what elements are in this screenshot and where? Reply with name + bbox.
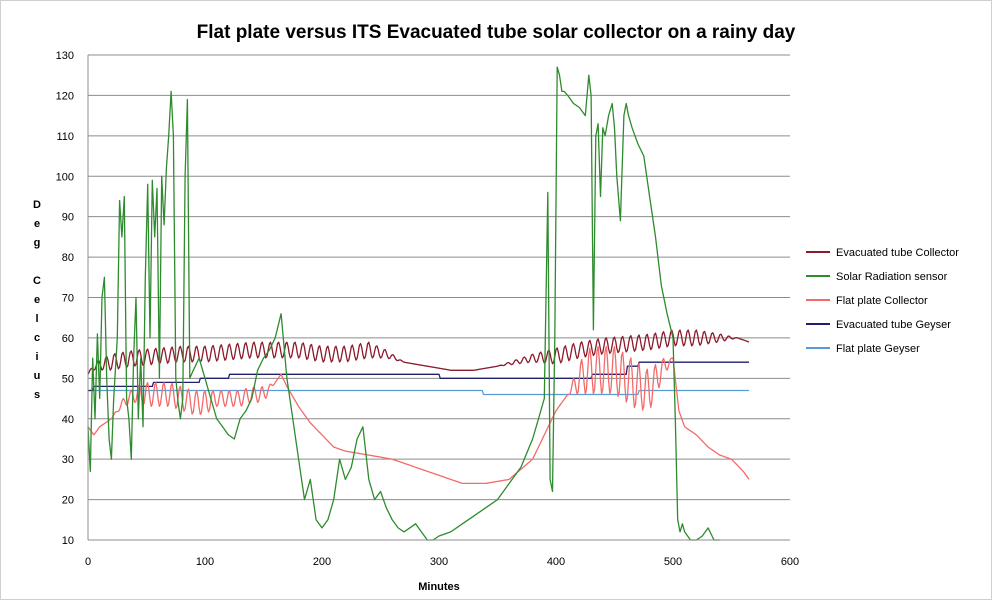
series-line-solar-radiation-sensor [87, 66, 720, 541]
series-line-flat-plate-geyser [88, 389, 749, 396]
x-tick-label: 200 [313, 556, 331, 568]
y-tick-label: 10 [62, 535, 74, 547]
legend: Evacuated tube Collector Solar Radiation … [806, 247, 959, 355]
legend-label: Evacuated tube Collector [836, 247, 959, 259]
y-axis-label-char: l [35, 313, 38, 325]
y-tick-label: 80 [62, 252, 74, 264]
series-line-flat-plate-collector [87, 345, 750, 485]
series-lines [87, 66, 750, 541]
y-tick-label: 40 [62, 414, 74, 426]
y-tick-label: 130 [56, 50, 74, 62]
y-tick-label: 100 [56, 171, 74, 183]
y-tick-label: 30 [62, 454, 74, 466]
y-tick-labels: 10 20 30 40 50 60 70 80 90 100 110 120 130 [56, 50, 74, 547]
y-tick-label: 90 [62, 212, 74, 224]
axes [87, 55, 790, 541]
y-axis-label-char: e [34, 218, 40, 230]
y-axis-label-char: e [34, 294, 40, 306]
legend-label: Solar Radiation sensor [836, 271, 948, 283]
y-tick-label: 20 [62, 495, 74, 507]
y-axis-label-char: i [35, 351, 38, 363]
x-tick-label: 400 [547, 556, 565, 568]
legend-label: Evacuated tube Geyser [836, 319, 951, 331]
y-axis-label-char: C [33, 275, 41, 287]
y-axis-label-char: g [34, 237, 41, 249]
gridlines [88, 54, 790, 541]
series-line-evacuated-tube-collector [87, 329, 750, 375]
series-line-evacuated-tube-geyser [88, 361, 749, 392]
x-tick-label: 600 [781, 556, 799, 568]
y-tick-label: 110 [56, 131, 74, 143]
legend-label: Flat plate Collector [836, 295, 928, 307]
y-axis-label-char: s [34, 389, 40, 401]
x-tick-label: 0 [85, 556, 91, 568]
y-tick-label: 70 [62, 293, 74, 305]
x-axis-label: Minutes [418, 581, 460, 593]
x-tick-label: 100 [196, 556, 214, 568]
chart-title: Flat plate versus ITS Evacuated tube sol… [197, 22, 796, 43]
y-tick-label: 50 [62, 373, 74, 385]
y-axis-label-char: c [34, 332, 40, 344]
x-tick-labels: 0 100 200 300 400 500 600 [85, 556, 799, 568]
y-tick-label: 60 [62, 333, 74, 345]
x-tick-label: 500 [664, 556, 682, 568]
y-axis-label-char: D [33, 199, 41, 211]
x-tick-label: 300 [430, 556, 448, 568]
y-tick-label: 120 [56, 90, 74, 102]
y-axis-label-char: u [34, 370, 41, 382]
legend-label: Flat plate Geyser [836, 343, 920, 355]
